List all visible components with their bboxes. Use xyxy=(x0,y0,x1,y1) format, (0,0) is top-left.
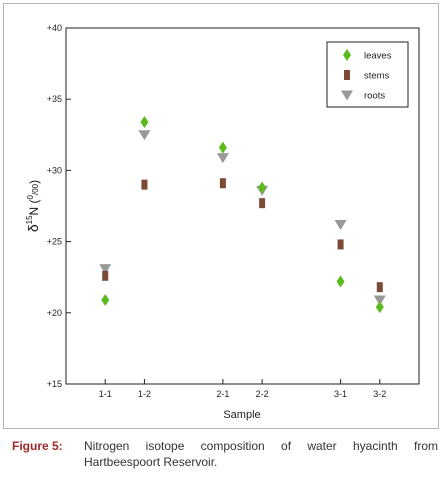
leaves-point xyxy=(336,275,345,288)
caption-label: Figure 5: xyxy=(12,439,63,453)
y-tick-label: +20 xyxy=(47,308,62,318)
roots-legend-marker xyxy=(341,90,353,101)
y-tick-label: +40 xyxy=(47,23,62,33)
stems-point xyxy=(219,178,226,189)
x-tick-label: 3-2 xyxy=(373,389,386,399)
x-tick-label: 3-1 xyxy=(334,389,347,399)
x-tick-label: 2-2 xyxy=(256,389,269,399)
leaves-legend-marker xyxy=(343,49,351,61)
y-tick-label: +35 xyxy=(47,94,62,104)
legend-label-roots: roots xyxy=(364,91,385,102)
roots-point xyxy=(334,220,347,231)
legend-label-stems: stems xyxy=(364,71,390,82)
data-points xyxy=(99,115,386,314)
leaves-point xyxy=(140,115,149,128)
roots-point xyxy=(138,130,151,141)
stems-point xyxy=(376,282,383,293)
y-axis: +15 +20 +25 +30 +35 +40 xyxy=(47,23,71,389)
x-tick-label: 2-1 xyxy=(216,389,229,399)
legend-label-leaves: leaves xyxy=(364,51,392,62)
stems-legend-marker xyxy=(344,70,350,80)
x-tick-label: 1-1 xyxy=(99,389,112,399)
x-axis: 1-1 1-2 2-1 2-2 3-1 3-2 xyxy=(99,379,386,399)
leaves-point xyxy=(218,141,227,154)
roots-point xyxy=(216,153,229,164)
plot-area xyxy=(65,27,420,385)
y-tick-label: +25 xyxy=(47,237,62,247)
leaves-point xyxy=(258,181,267,194)
legend: leaves stems roots xyxy=(326,41,409,108)
y-tick-label: +30 xyxy=(47,165,62,175)
stems-point xyxy=(102,270,109,281)
y-tick-label: +15 xyxy=(47,379,62,389)
leaves-point xyxy=(101,293,110,306)
leaves-point xyxy=(375,301,384,314)
scatter-chart: +15 +20 +25 +30 +35 +40 1-1 1-2 2-1 2-2 3-1 3-2 Sa… xyxy=(25,23,420,421)
figure-frame xyxy=(3,3,439,429)
y-axis-title: δ15N (0/00) xyxy=(25,180,41,232)
caption-text: Nitrogen isotope composition of water hy… xyxy=(84,439,438,469)
roots-point xyxy=(373,295,386,306)
stems-point xyxy=(259,198,266,209)
x-tick-label: 1-2 xyxy=(138,389,151,399)
stems-point xyxy=(337,239,344,250)
legend-box xyxy=(326,41,409,108)
x-axis-title: Sample xyxy=(223,409,260,421)
roots-point xyxy=(99,264,112,275)
stems-point xyxy=(141,179,148,190)
